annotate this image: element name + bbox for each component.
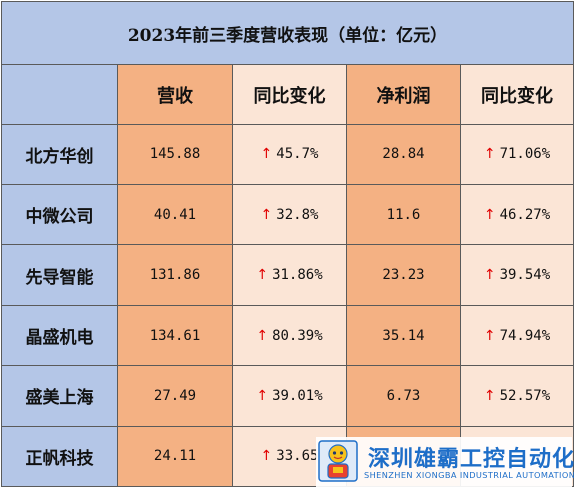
profit-cell: 11.6 bbox=[346, 184, 461, 246]
table-row: 晶盛机电 134.61 ↑ 80.39% 35.14 ↑ 74.94% bbox=[1, 304, 574, 367]
revenue-cell: 145.88 bbox=[117, 123, 233, 186]
revenue-yoy-value: 33.65 bbox=[276, 448, 319, 465]
profit-yoy-value: 74.94% bbox=[499, 327, 551, 344]
profit-yoy-cell: ↑ 39.54% bbox=[459, 244, 574, 306]
revenue-yoy-value: 39.01% bbox=[272, 387, 323, 404]
header-revenue-yoy: 同比变化 bbox=[232, 64, 347, 125]
header-row: 营收 同比变化 净利润 同比变化 bbox=[1, 64, 574, 125]
up-arrow-icon: ↑ bbox=[256, 267, 269, 284]
revenue-yoy-cell: ↑ 31.86% bbox=[232, 244, 347, 306]
table-row: 先导智能 131.86 ↑ 31.86% 23.23 ↑ 39.54% bbox=[1, 244, 574, 306]
up-arrow-icon: ↑ bbox=[483, 387, 496, 404]
company-name: 先导智能 bbox=[1, 244, 118, 306]
profit-cell: 6.73 bbox=[346, 365, 461, 427]
company-name: 北方华创 bbox=[1, 123, 118, 186]
profit-yoy-value: 52.57% bbox=[499, 387, 551, 404]
up-arrow-icon: ↑ bbox=[483, 327, 496, 344]
profit-yoy-value: 46.27% bbox=[499, 206, 551, 223]
revenue-yoy-cell: ↑ 45.7% bbox=[232, 123, 347, 186]
revenue-cell: 131.86 bbox=[117, 244, 233, 306]
revenue-yoy-cell: ↑ 32.8% bbox=[232, 184, 347, 246]
profit-yoy-cell: ↑ 46.27% bbox=[459, 184, 574, 246]
company-name: 晶盛机电 bbox=[1, 304, 118, 367]
revenue-yoy-value: 32.8% bbox=[276, 206, 319, 223]
company-name: 中微公司 bbox=[1, 184, 118, 246]
profit-yoy-cell: ↑ 52.57% bbox=[459, 365, 574, 427]
title-row: 2023年前三季度营收表现（单位：亿元） bbox=[0, 0, 574, 66]
revenue-cell: 40.41 bbox=[117, 184, 233, 246]
profit-cell: 35.14 bbox=[346, 304, 461, 367]
watermark-company-name-en: SHENZHEN XIONGBA INDUSTRIAL AUTOMATION bbox=[364, 470, 574, 480]
revenue-cell: 134.61 bbox=[117, 304, 233, 367]
revenue-yoy-cell: ↑ 80.39% bbox=[232, 304, 347, 367]
up-arrow-icon: ↑ bbox=[260, 206, 273, 223]
profit-cell: 28.84 bbox=[346, 123, 461, 186]
up-arrow-icon: ↑ bbox=[260, 448, 273, 465]
revenue-yoy-value: 80.39% bbox=[272, 327, 323, 344]
profit-cell: 23.23 bbox=[346, 244, 461, 306]
header-profit-yoy: 同比变化 bbox=[459, 64, 574, 125]
revenue-cell: 24.11 bbox=[117, 425, 233, 488]
profit-yoy-value: 39.54% bbox=[499, 267, 551, 284]
profit-yoy-cell: ↑ 74.94% bbox=[459, 304, 574, 367]
up-arrow-icon: ↑ bbox=[483, 146, 496, 163]
company-name: 正帆科技 bbox=[1, 425, 118, 488]
profit-yoy-cell: ↑ 71.06% bbox=[459, 123, 574, 186]
revenue-cell: 27.49 bbox=[117, 365, 233, 427]
header-revenue: 营收 bbox=[117, 64, 233, 125]
table-title: 2023年前三季度营收表现（单位：亿元） bbox=[0, 0, 574, 66]
robot-mascot-icon bbox=[318, 440, 358, 482]
header-profit: 净利润 bbox=[346, 64, 461, 125]
revenue-yoy-cell: ↑ 39.01% bbox=[232, 365, 347, 427]
revenue-yoy-value: 45.7% bbox=[276, 146, 319, 163]
up-arrow-icon: ↑ bbox=[260, 146, 273, 163]
company-name: 盛美上海 bbox=[1, 365, 118, 427]
table-row: 盛美上海 27.49 ↑ 39.01% 6.73 ↑ 52.57% bbox=[1, 365, 574, 427]
up-arrow-icon: ↑ bbox=[483, 206, 496, 223]
revenue-yoy-value: 31.86% bbox=[272, 267, 323, 284]
up-arrow-icon: ↑ bbox=[256, 327, 269, 344]
watermark-logo: 深圳雄霸工控自动化 SHENZHEN XIONGBA INDUSTRIAL AU… bbox=[316, 437, 574, 487]
table-row: 中微公司 40.41 ↑ 32.8% 11.6 ↑ 46.27% bbox=[1, 184, 574, 246]
header-corner bbox=[1, 64, 118, 125]
watermark-company-name: 深圳雄霸工控自动化 bbox=[368, 447, 574, 472]
up-arrow-icon: ↑ bbox=[483, 267, 496, 284]
up-arrow-icon: ↑ bbox=[256, 387, 269, 404]
table-row: 北方华创 145.88 ↑ 45.7% 28.84 ↑ 71.06% bbox=[1, 123, 574, 186]
profit-yoy-value: 71.06% bbox=[499, 146, 551, 163]
